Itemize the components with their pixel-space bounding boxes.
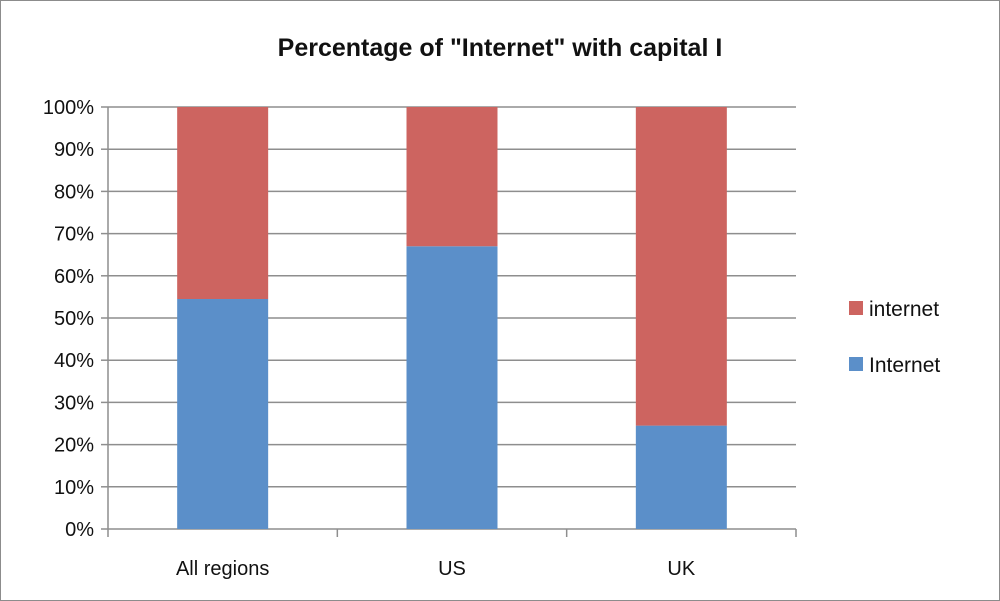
y-tick-label: 90% [54, 139, 94, 161]
legend-swatch [849, 357, 863, 371]
legend-label: Internet [869, 354, 940, 377]
x-axis-category-labels: All regions US UK [176, 558, 696, 580]
y-tick-label: 60% [54, 266, 94, 288]
bar-segment-internet-uk [635, 107, 727, 426]
bar-segment-internet-all-regions [177, 299, 269, 529]
y-axis-tick-labels: 0% 10% 20% 30% 40% 50% 60% 70% 80% 90% 100% [43, 97, 94, 541]
bar-segment-internet-us [406, 246, 498, 529]
x-category-label: All regions [176, 558, 269, 580]
y-tick-label: 0% [65, 519, 94, 541]
legend-swatch [849, 301, 863, 315]
bars [177, 107, 727, 529]
x-category-label: UK [667, 558, 695, 580]
chart-title: Percentage of "Internet" with capital I [277, 34, 723, 62]
bar-segment-internet-uk [635, 425, 727, 529]
bar-segment-internet-all-regions [177, 107, 269, 300]
y-tick-label: 80% [54, 181, 94, 203]
y-tick-label: 100% [43, 97, 94, 119]
legend-label: internet [869, 298, 939, 321]
y-tick-label: 70% [54, 224, 94, 246]
y-tick-label: 20% [54, 435, 94, 457]
y-tick-label: 50% [54, 308, 94, 330]
x-category-label: US [438, 558, 466, 580]
y-tick-label: 40% [54, 350, 94, 372]
legend: internet Internet [849, 298, 940, 377]
y-tick-label: 30% [54, 392, 94, 414]
y-tick-label: 10% [54, 477, 94, 499]
bar-segment-internet-us [406, 107, 498, 247]
